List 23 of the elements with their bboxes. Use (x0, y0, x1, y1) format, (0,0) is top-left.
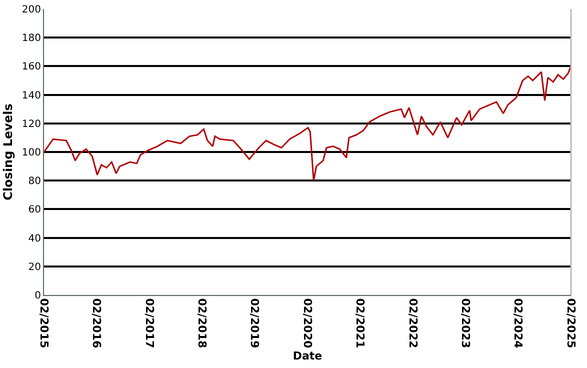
y-tick-label: 60 (28, 204, 41, 216)
x-tick-label: 02/2023 (458, 298, 472, 348)
y-tick-label: 40 (28, 233, 41, 244)
y-axis-title: Closing Levels (1, 104, 16, 200)
y-tick-label: 140 (22, 90, 41, 102)
y-tick-label: 80 (28, 176, 41, 188)
x-tick-label: 02/2018 (196, 298, 209, 348)
x-tick-label: 02/2022 (406, 298, 420, 348)
x-tick-label: 02/2021 (354, 298, 367, 348)
y-tick-label: 100 (22, 148, 41, 158)
line-series (44, 65, 571, 182)
x-tick-label: 02/2024 (512, 298, 525, 348)
y-tick-label: 180 (22, 33, 41, 44)
y-tick-label: 160 (22, 62, 41, 73)
y-tick-label: 200 (22, 4, 41, 16)
x-tick-label: 02/2019 (248, 298, 262, 348)
x-tick-label: 02/2017 (142, 298, 156, 348)
y-tick-label: 120 (22, 118, 41, 130)
y-tick-label: 20 (28, 262, 41, 273)
x-tick-label: 02/2020 (300, 298, 314, 348)
x-axis-title: Date (292, 350, 322, 363)
x-tick-label: 02/2016 (90, 298, 104, 348)
x-tick-label: 02/2025 (564, 298, 578, 348)
